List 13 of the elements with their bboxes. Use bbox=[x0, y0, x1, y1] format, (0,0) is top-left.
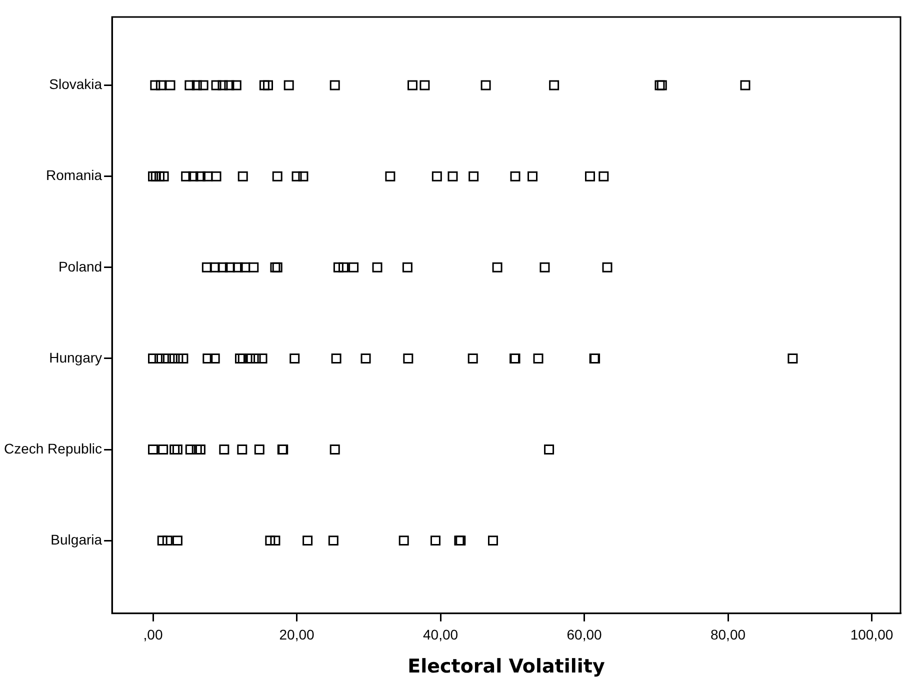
x-tick-label: 100,00 bbox=[850, 626, 894, 643]
x-tick-label: 20,00 bbox=[279, 626, 314, 643]
x-tick-label: 40,00 bbox=[422, 626, 458, 643]
y-tick-label: Poland bbox=[58, 258, 102, 274]
y-tick-label: Slovakia bbox=[49, 76, 102, 92]
x-tick-label: ,00 bbox=[143, 626, 163, 643]
y-tick-label: Bulgaria bbox=[50, 531, 102, 548]
y-tick-label: Romania bbox=[46, 167, 102, 184]
y-tick-label: Czech Republic bbox=[4, 440, 102, 456]
y-tick-label: Hungary bbox=[49, 349, 102, 366]
x-axis-title: Electoral Volatility bbox=[408, 656, 606, 678]
x-tick-label: 80,00 bbox=[710, 626, 746, 643]
x-tick-label: 60,00 bbox=[566, 626, 602, 643]
